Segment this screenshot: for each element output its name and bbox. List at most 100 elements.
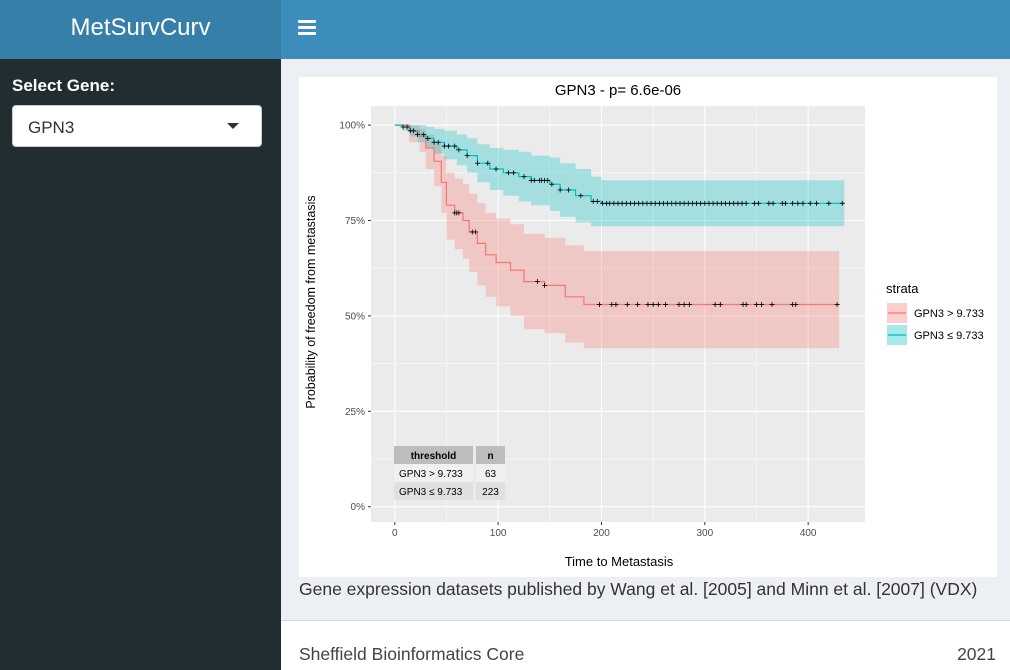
risk-table-header-cell <box>394 446 473 464</box>
risk-table-header-threshold: threshold <box>411 451 457 462</box>
risk-table-cell <box>394 464 473 482</box>
censor-mark <box>624 301 630 307</box>
app-logo[interactable]: MetSurvCurv <box>0 0 281 59</box>
censor-mark <box>493 166 499 172</box>
risk-table-n-value: 223 <box>482 487 499 498</box>
gene-select[interactable]: GPN3 <box>12 105 262 147</box>
y-tick-label: 75% <box>345 216 365 227</box>
survival-line-0 <box>394 124 840 306</box>
censor-mark <box>425 135 431 141</box>
censor-mark <box>676 301 682 307</box>
x-tick-label: 300 <box>696 528 713 539</box>
censor-mark <box>557 187 563 193</box>
censor-mark <box>511 170 517 176</box>
x-tick-label: 400 <box>800 528 817 539</box>
censor-mark <box>534 279 540 285</box>
censor-mark <box>474 160 480 166</box>
main-content: GPN3 - p= 6.6e-06 Time to Metastasis Pro… <box>281 59 1010 620</box>
censor-mark <box>594 198 600 204</box>
y-tick-label: 100% <box>339 121 365 132</box>
y-axis-label: Probability of freedom from metastasis <box>304 195 318 408</box>
censor-mark <box>452 143 458 149</box>
censor-mark <box>663 301 669 307</box>
risk-table-cell <box>476 464 505 482</box>
censor-mark <box>542 282 548 288</box>
censor-mark <box>834 301 840 307</box>
risk-table-n-value: 63 <box>485 469 497 480</box>
censor-mark <box>645 301 651 307</box>
y-tick-label: 0% <box>351 502 366 513</box>
censor-mark <box>769 301 775 307</box>
censor-mark <box>686 301 692 307</box>
censor-mark <box>505 170 511 176</box>
chart-title: GPN3 - p= 6.6e-06 <box>555 82 681 99</box>
legend-label-high: GPN3 > 9.733 <box>914 308 984 320</box>
risk-table-cell <box>394 482 473 500</box>
legend-key-low <box>887 325 907 345</box>
censor-mark <box>456 147 462 153</box>
hamburger-icon[interactable] <box>298 17 316 39</box>
censor-mark <box>549 181 555 187</box>
legend-key-high <box>887 303 907 323</box>
survival-plot: GPN3 - p= 6.6e-06 Time to Metastasis Pro… <box>299 77 997 577</box>
censor-mark <box>596 301 602 307</box>
censor-mark <box>717 301 723 307</box>
top-header <box>281 0 1010 59</box>
censor-mark <box>521 174 527 180</box>
y-tick-label: 25% <box>345 407 365 418</box>
censor-mark <box>456 210 462 216</box>
censor-mark <box>415 132 421 138</box>
censor-mark <box>790 200 796 206</box>
censor-mark <box>435 139 441 145</box>
censor-mark <box>485 160 491 166</box>
censor-mark <box>421 132 427 138</box>
caret-down-icon <box>227 123 239 129</box>
legend-title: strata <box>886 281 919 296</box>
x-axis-label: Time to Metastasis <box>565 554 674 569</box>
censor-mark <box>464 153 470 159</box>
plot-panel-group: 0 100 200 300 400 0% 25% 50% 75% 100% threshold n GP… <box>339 106 865 539</box>
censor-mark <box>681 301 687 307</box>
censor-mark <box>839 200 845 206</box>
censor-mark <box>800 200 806 206</box>
censor-mark <box>756 200 762 206</box>
censor-mark <box>531 177 537 183</box>
select-gene-label: Select Gene: <box>12 76 115 95</box>
censor-mark <box>793 301 799 307</box>
censor-mark <box>743 301 749 307</box>
censor-mark <box>759 301 765 307</box>
sidebar: MetSurvCurv Select Gene: GPN3 <box>0 0 281 670</box>
x-tick-label: 100 <box>490 528 507 539</box>
censor-mark <box>826 200 832 206</box>
x-tick-label: 200 <box>593 528 610 539</box>
censor-mark <box>770 200 776 206</box>
dataset-caption: Gene expression datasets published by Wa… <box>299 579 978 599</box>
censor-mark <box>782 200 788 206</box>
censor-mark <box>807 200 813 206</box>
risk-table-header-n: n <box>487 451 493 462</box>
x-tick-label: 0 <box>392 528 398 539</box>
risk-table-threshold-value: GPN3 ≤ 9.733 <box>399 487 463 498</box>
censor-mark <box>753 301 759 307</box>
censor-mark <box>545 177 551 183</box>
censor-mark <box>712 301 718 307</box>
censor-mark <box>813 200 819 206</box>
legend-label-low: GPN3 ≤ 9.733 <box>914 330 984 342</box>
ci-ribbon-1 <box>394 125 845 227</box>
censor-mark <box>404 124 410 130</box>
censor-mark <box>446 143 452 149</box>
censor-mark <box>650 301 656 307</box>
censor-mark <box>565 187 571 193</box>
censor-mark <box>743 200 749 206</box>
survival-chart-svg: GPN3 - p= 6.6e-06 Time to Metastasis Pro… <box>304 82 984 569</box>
y-tick-label: 50% <box>345 311 365 322</box>
censor-mark <box>472 229 478 235</box>
ci-ribbon-0 <box>394 125 840 349</box>
footer-credit: Sheffield Bioinformatics Core <box>299 644 525 664</box>
footer: Sheffield Bioinformatics Core 2021 <box>281 620 1010 670</box>
censor-mark <box>635 301 641 307</box>
risk-table-header-cell <box>476 446 505 464</box>
censor-mark <box>578 193 584 199</box>
censor-mark <box>410 128 416 134</box>
censor-mark <box>655 301 661 307</box>
